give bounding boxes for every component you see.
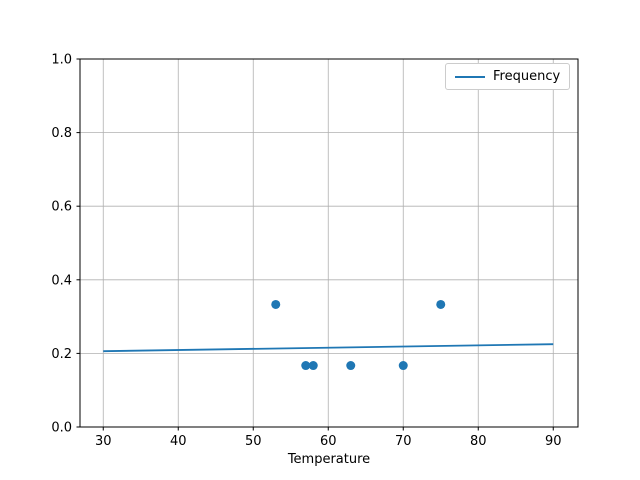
data-point [271, 299, 281, 309]
data-point [301, 361, 311, 371]
data-point [398, 361, 408, 371]
legend-label: Frequency [493, 69, 561, 84]
x-tick-label: 30 [95, 434, 112, 449]
legend: Frequency [445, 63, 571, 90]
y-tick-label: 1.0 [51, 53, 72, 68]
trend-line [103, 343, 554, 353]
x-tick-label: 80 [470, 434, 487, 449]
axes-spines [79, 58, 579, 428]
y-tick-label: 0.8 [51, 126, 72, 141]
legend-line-swatch [455, 75, 485, 78]
y-tick-label: 0.0 [51, 421, 72, 436]
x-tick-label: 50 [245, 434, 262, 449]
data-point [436, 299, 446, 309]
x-tick-label: 40 [170, 434, 187, 449]
y-tick-label: 0.4 [51, 273, 72, 288]
y-tick-label: 0.6 [51, 200, 72, 215]
data-point [308, 361, 318, 371]
x-tick-label: 90 [545, 434, 562, 449]
x-axis-label: Temperature [287, 452, 371, 467]
x-tick-label: 70 [395, 434, 412, 449]
y-tick-label: 0.2 [51, 347, 72, 362]
x-tick-label: 60 [320, 434, 337, 449]
data-point [346, 361, 356, 371]
